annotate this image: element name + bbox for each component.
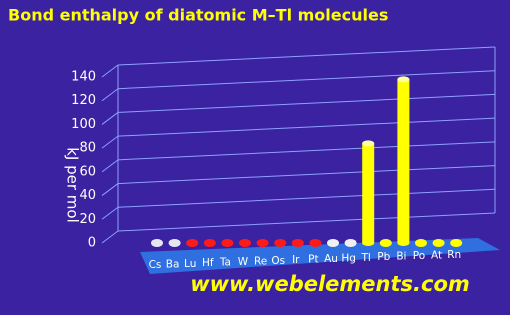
no-data-dot (344, 239, 357, 247)
y-tick-label: 140 (71, 70, 96, 85)
x-tick-label: Ba (166, 258, 180, 270)
y-tick-label: 100 (71, 117, 96, 132)
x-tick-label: Au (324, 253, 338, 265)
x-tick-label: Rn (447, 249, 461, 261)
x-tick-label: At (431, 249, 442, 261)
chart-title: Bond enthalpy of diatomic M–Tl molecules (8, 6, 388, 25)
x-tick-label: W (238, 256, 249, 268)
no-data-dot (203, 239, 216, 247)
no-data-dot (221, 239, 234, 247)
x-tick-label: Hg (341, 252, 356, 264)
grid-line (117, 46, 496, 66)
x-tick-label: Re (254, 255, 267, 267)
no-data-dot (168, 239, 181, 247)
grid-line (117, 117, 496, 137)
y-axis-label: kJ per mol (64, 147, 82, 223)
bar-cap (397, 76, 410, 83)
y-tick-label: 40 (79, 188, 96, 203)
grid-line (117, 188, 496, 208)
y-tick-label: 20 (79, 212, 96, 227)
watermark: www.webelements.com (190, 272, 470, 296)
no-data-dot (274, 239, 287, 247)
y-tick-label: 80 (79, 141, 96, 156)
grid-line (101, 88, 119, 102)
bar-cap (362, 140, 375, 147)
no-data-dot (432, 239, 445, 247)
no-data-dot (379, 239, 392, 247)
x-tick-label: Lu (184, 258, 196, 270)
bar-base (362, 240, 375, 246)
grid-line (117, 70, 496, 90)
grid-line (101, 64, 119, 78)
no-data-dot (256, 239, 269, 247)
x-tick-label: Tl (361, 252, 371, 264)
x-tick-label: Os (271, 255, 285, 267)
y-tick-label: 60 (79, 164, 96, 179)
grid-line (117, 165, 496, 185)
grid-line (117, 212, 496, 232)
no-data-dot (309, 239, 322, 247)
x-tick-label: Hf (202, 257, 214, 269)
grid-line (101, 159, 119, 173)
x-tick-label: Pt (308, 254, 318, 266)
no-data-dot (291, 239, 304, 247)
no-data-dot (327, 239, 339, 247)
x-tick-label: Ta (219, 257, 231, 269)
grid-line (117, 93, 496, 113)
x-tick-label: Po (413, 250, 425, 262)
x-tick-label: Ir (292, 254, 300, 266)
y-tick-label: 120 (71, 93, 96, 108)
grid-line (101, 135, 119, 149)
grid-line (101, 230, 119, 244)
bar (397, 79, 410, 243)
x-tick-label: Cs (149, 259, 162, 271)
grid-line (101, 206, 119, 220)
bar (362, 143, 375, 243)
grid-line (101, 112, 119, 125)
no-data-dot (450, 239, 463, 247)
bar-base (397, 240, 410, 246)
no-data-dot (151, 239, 163, 247)
grid-line (117, 141, 496, 161)
x-tick-label: Pb (377, 251, 390, 263)
grid-line (101, 183, 119, 196)
floor (140, 238, 500, 274)
no-data-dot (186, 239, 199, 247)
plot: 0 20 40 60 80 100 120 140 Cs Ba Lu Hf Ta W Re Os Ir Pt Au H… (71, 46, 496, 271)
x-tick-label: Bi (396, 251, 406, 263)
no-data-dot (415, 239, 427, 247)
y-tick-label: 0 (88, 236, 96, 251)
no-data-dot (239, 239, 251, 247)
